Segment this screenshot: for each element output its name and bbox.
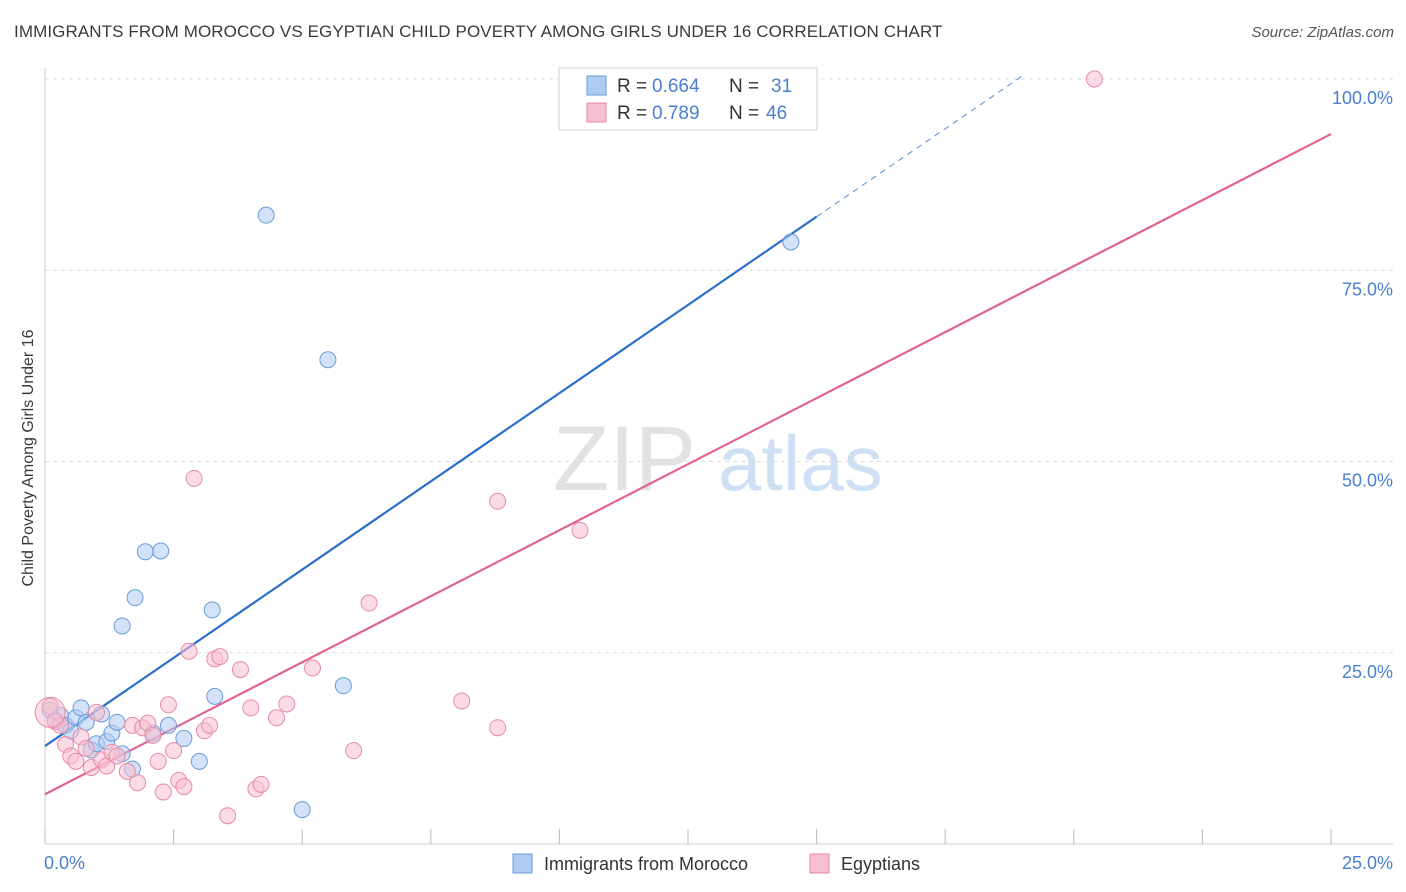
legend-swatch-blue [586, 75, 607, 96]
point-egyptians [267, 709, 285, 727]
point-morocco [159, 716, 177, 734]
point-morocco [175, 729, 193, 747]
point-egyptians [180, 642, 198, 660]
point-morocco [152, 542, 170, 560]
point-morocco [126, 589, 144, 607]
x-tick-label: 0.0% [44, 853, 85, 873]
point-egyptians [303, 659, 321, 677]
point-egyptians [345, 742, 363, 760]
y-tick-label: 100.0% [1332, 88, 1393, 108]
point-egyptians [201, 716, 219, 734]
trendline-blue [44, 215, 818, 747]
point-egyptians [159, 696, 177, 714]
point-egyptians [219, 807, 237, 825]
point-morocco [319, 351, 337, 369]
point-egyptians [149, 752, 167, 770]
point-morocco [72, 699, 90, 717]
point-egyptians [231, 661, 249, 679]
y-tick-label: 75.0% [1342, 279, 1393, 299]
point-egyptians [489, 492, 507, 510]
gridlines [45, 78, 1395, 654]
legend-top: R = 0.664 N = 31 R = 0.789 N = 46 [558, 67, 818, 131]
y-axis-label: Child Poverty Among Girls Under 16 [20, 329, 37, 586]
watermark: ZIP atlas [553, 408, 883, 510]
point-morocco [334, 677, 352, 695]
legend-bottom-swatch-blue [512, 853, 533, 874]
legend-r-label-pink: R = [617, 103, 647, 124]
legend-r-label-blue: R = [617, 76, 647, 97]
legend-n-label-blue: N = [729, 76, 759, 97]
point-egyptians [1085, 70, 1103, 88]
point-egyptians [278, 695, 296, 713]
point-egyptians [453, 692, 471, 710]
point-morocco [190, 752, 208, 770]
point-egyptians [67, 752, 85, 770]
legend-bottom: Immigrants from Morocco Egyptians [512, 853, 920, 874]
point-egyptians [87, 703, 105, 721]
tick-labels: 25.0% 50.0% 75.0% 100.0% 0.0% 25.0% [44, 88, 1393, 873]
legend-r-value-blue: 0.664 [652, 76, 700, 97]
point-morocco [113, 617, 131, 635]
trendline-blue-extension [816, 75, 1023, 218]
point-egyptians [175, 778, 193, 796]
y-tick-label: 50.0% [1342, 471, 1393, 491]
legend-n-value-pink: 46 [766, 103, 787, 124]
legend-n-value-blue: 31 [771, 76, 792, 97]
point-morocco [108, 713, 126, 731]
point-egyptians [185, 469, 203, 487]
point-morocco [782, 233, 800, 251]
chart-title: IMMIGRANTS FROM MOROCCO VS EGYPTIAN CHIL… [14, 22, 943, 41]
y-tick-label: 25.0% [1342, 662, 1393, 682]
point-egyptians [360, 594, 378, 612]
point-egyptians [165, 742, 183, 760]
point-egyptians [144, 726, 162, 744]
point-egyptians [129, 774, 147, 792]
point-egyptians [77, 739, 95, 757]
legend-bottom-label-blue: Immigrants from Morocco [544, 854, 748, 874]
point-egyptians [108, 747, 126, 765]
point-morocco [257, 206, 275, 224]
legend-swatch-pink [586, 102, 607, 123]
legend-r-value-pink: 0.789 [652, 103, 700, 124]
point-egyptians [252, 775, 270, 793]
watermark-atlas: atlas [718, 419, 883, 507]
data-points [34, 70, 1103, 825]
point-morocco [293, 801, 311, 819]
trendline-pink [44, 133, 1332, 796]
point-egyptians [571, 521, 589, 539]
point-egyptians [211, 648, 229, 666]
point-egyptians [154, 783, 172, 801]
legend-bottom-label-pink: Egyptians [841, 854, 920, 874]
x-tick-label: 25.0% [1342, 853, 1393, 873]
legend-n-label-pink: N = [729, 103, 759, 124]
point-egyptians [242, 699, 260, 717]
legend-bottom-swatch-pink [809, 853, 830, 874]
point-egyptians [489, 719, 507, 737]
trendlines [44, 75, 1332, 796]
point-morocco [206, 687, 224, 705]
point-morocco [203, 601, 221, 619]
point-egyptians [118, 762, 136, 780]
point-cluster [34, 696, 66, 728]
watermark-zip: ZIP [553, 408, 696, 510]
chart-source: Source: ZipAtlas.com [1251, 24, 1394, 41]
point-morocco [136, 543, 154, 561]
